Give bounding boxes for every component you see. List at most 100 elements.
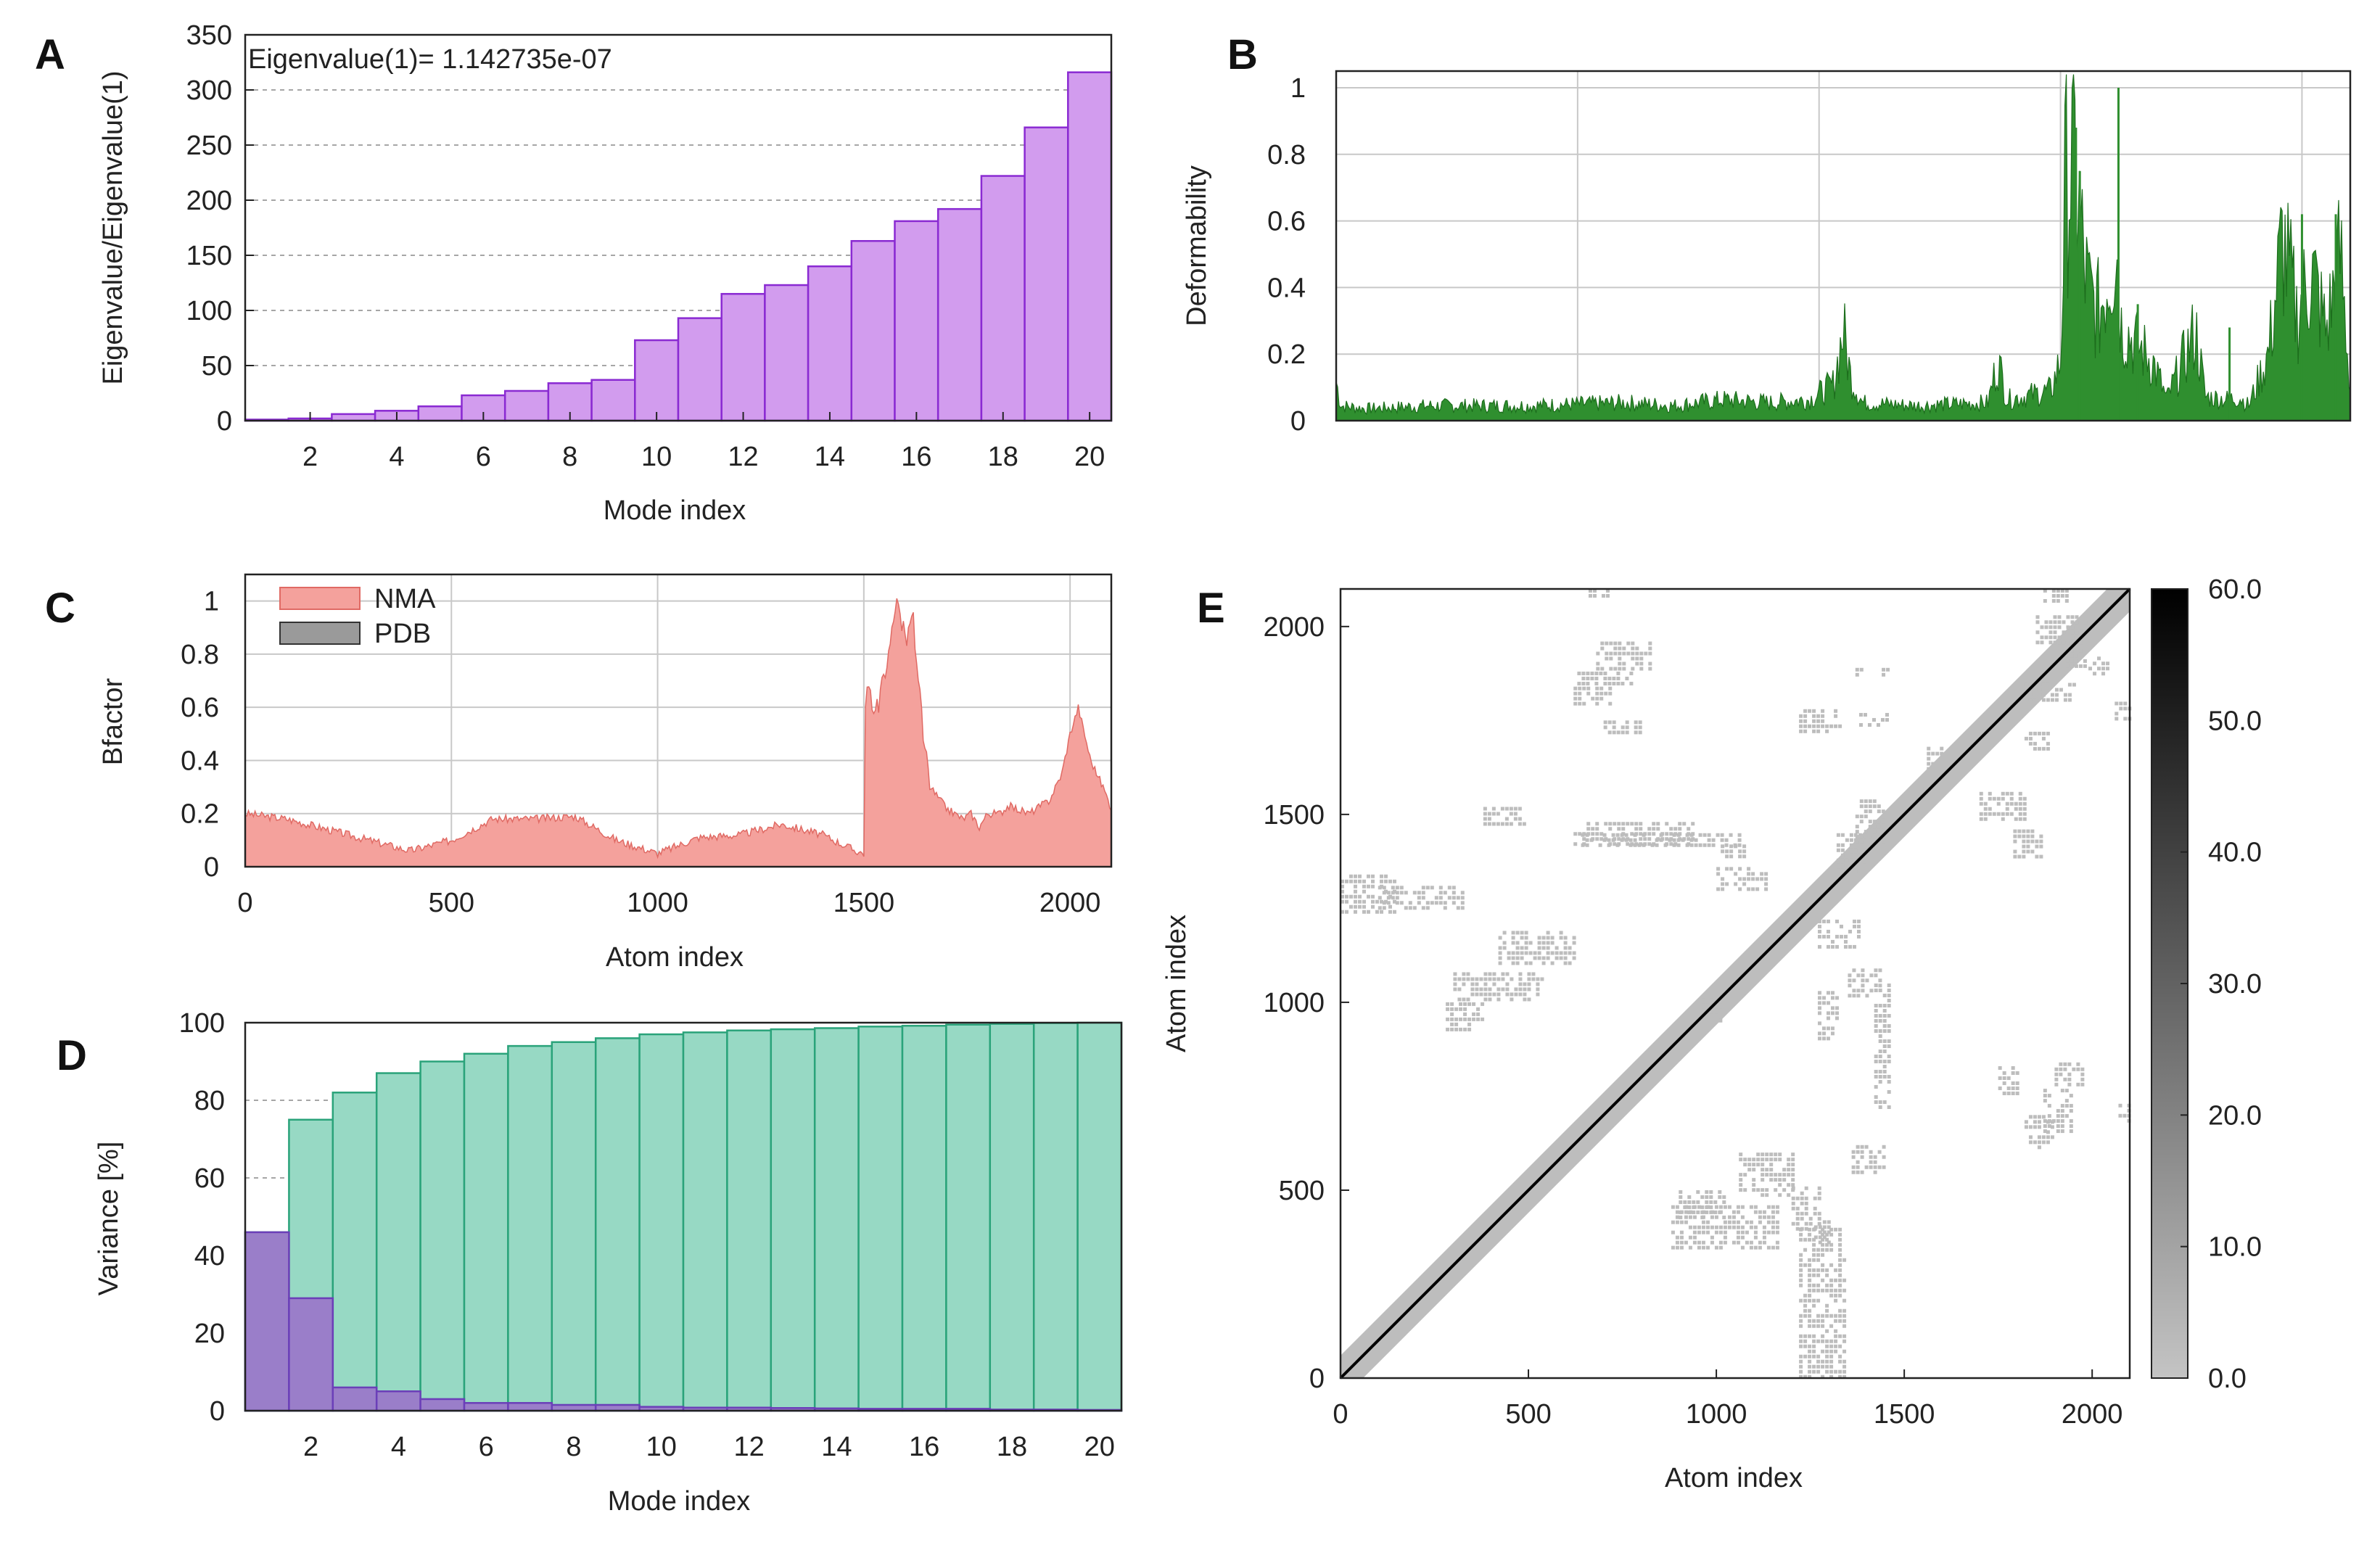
panel-E-cell	[2013, 849, 2017, 854]
panel-E-cell	[2056, 599, 2060, 603]
panel-E-cluster	[2088, 656, 2110, 676]
panel-E-cell	[1787, 1158, 1791, 1162]
panel-E-cell	[1511, 961, 1515, 965]
panel-E-cell	[1874, 1014, 1878, 1018]
panel-E-cell	[1877, 820, 1881, 824]
panel-E-cell	[1737, 843, 1742, 847]
panel-E-cell	[1742, 882, 1747, 886]
panel-E-cell	[1678, 827, 1682, 831]
panel-E-cell	[1882, 1014, 1887, 1018]
panel-E-cell	[1635, 661, 1639, 666]
panel-E-cell	[1466, 997, 1470, 1002]
panel-E-cell	[1848, 929, 1852, 933]
panel-E-cell	[1787, 1183, 1791, 1187]
panel-E-cell	[1799, 1253, 1803, 1257]
panel-E-cell	[1737, 838, 1742, 842]
panel-E-cell	[1691, 822, 1695, 826]
panel-E-cell	[1808, 1354, 1812, 1358]
panel-E-ylabel: Atom index	[1161, 915, 1192, 1052]
panel-E-cell	[2013, 839, 2017, 844]
panel-E-cell	[1679, 1220, 1684, 1224]
panel-E-cell	[2060, 1089, 2064, 1093]
panel-E-cell	[1736, 1225, 1740, 1229]
panel-E-cell	[2047, 1124, 2051, 1129]
colorbar-tick-label: 10.0	[2208, 1232, 2262, 1263]
panel-E-cell	[1421, 896, 1425, 900]
panel-E-cell	[1408, 901, 1412, 905]
panel-E-cell	[1505, 982, 1510, 986]
panel-E-cluster	[1483, 807, 1526, 826]
panel-E-cell	[1498, 946, 1502, 950]
panel-E-cell	[1822, 1235, 1827, 1240]
panel-E-cell	[1940, 746, 1944, 751]
panel-E-cell	[1612, 730, 1616, 735]
panel-A-bar	[503, 389, 550, 422]
panel-E-cell	[1345, 899, 1348, 904]
panel-E-cell	[1692, 1240, 1697, 1245]
panel-E-cell	[1752, 1188, 1756, 1192]
panel-E-cell	[1732, 1210, 1736, 1214]
panel-E-cell	[1510, 977, 1514, 981]
panel-E-cluster	[1882, 667, 1890, 677]
panel-E-cell	[1838, 1369, 1842, 1374]
panel-E-cell	[2101, 672, 2106, 676]
panel-E-cell	[1588, 589, 1592, 593]
panel-E-cell	[1778, 1158, 1782, 1162]
panel-E-cell	[1505, 987, 1510, 991]
panel-E-cell	[2097, 667, 2101, 671]
panel-E-cell	[1727, 1220, 1732, 1224]
panel-E-cell	[1520, 936, 1524, 940]
panel-E-xtick-label: 0	[1333, 1399, 1348, 1430]
panel-E-cluster	[1498, 931, 1576, 965]
panel-E-cell	[1927, 756, 1931, 761]
panel-E-cell	[1822, 1225, 1827, 1229]
panel-E-cell	[2064, 589, 2069, 593]
panel-A-ytick-label: 250	[186, 131, 232, 161]
panel-E-cell	[1791, 1158, 1795, 1162]
panel-E-cell	[1697, 1240, 1701, 1245]
panel-E-cell	[1709, 1195, 1713, 1199]
panel-E-cell	[1648, 641, 1652, 646]
panel-E-cluster	[1817, 919, 1861, 949]
panel-E-cell	[1808, 1283, 1812, 1287]
panel-E-cell	[1816, 1288, 1821, 1292]
panel-E-cell	[1834, 1319, 1838, 1323]
panel-E-cell	[1800, 1191, 1804, 1195]
panel-E-cell	[1983, 801, 1988, 806]
panel-E-cell	[1821, 1359, 1825, 1364]
panel-E-cell	[1842, 1324, 1847, 1328]
legend-swatch-nma	[279, 587, 361, 610]
panel-E-cell	[2069, 1109, 2073, 1113]
panel-E-cell	[1751, 887, 1755, 891]
panel-E-cell	[1721, 849, 1725, 854]
panel-E-cell	[1742, 844, 1747, 849]
panel-E-cell	[1375, 899, 1379, 904]
panel-E-cluster	[2043, 589, 2069, 603]
panel-E-cell	[1752, 1158, 1756, 1162]
panel-E-cell	[2048, 630, 2053, 635]
panel-E-cell	[2057, 625, 2062, 630]
panel-E-cell	[1869, 1160, 1873, 1164]
panel-E-cell	[1808, 1258, 1812, 1262]
panel-E-cell	[1774, 1153, 1778, 1157]
panel-E-cell	[1812, 1339, 1816, 1343]
panel-E-cell	[1874, 968, 1878, 973]
panel-E-cell	[1878, 968, 1882, 973]
panel-E-cell	[1838, 1237, 1842, 1242]
panel-E-cell	[1371, 899, 1375, 904]
panel-E-cell	[2041, 1135, 2046, 1139]
panel-E-cell	[2059, 1062, 2063, 1066]
panel-E-cell	[1626, 842, 1630, 846]
panel-E-cell	[1609, 641, 1613, 646]
panel-E-cell	[1639, 822, 1643, 826]
panel-E-cell	[1341, 879, 1344, 883]
panel-D-xtick-label: 6	[479, 1432, 494, 1462]
panel-E-cell	[1496, 822, 1500, 826]
panel-E-cell	[2035, 630, 2040, 635]
panel-E-cell	[1689, 833, 1694, 837]
panel-E-cell	[1791, 1196, 1795, 1200]
panel-E-cell	[2043, 589, 2047, 593]
panel-E-cell	[1500, 822, 1504, 826]
panel-E-cell	[1760, 872, 1764, 876]
